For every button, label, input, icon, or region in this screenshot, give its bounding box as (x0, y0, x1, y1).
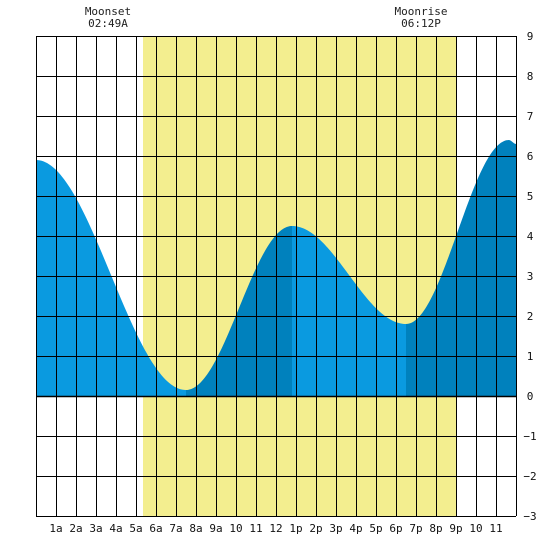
y-axis-ticks: 9 8 7 6 5 4 3 2 1 0 −1 −2 −3 (523, 30, 536, 523)
x-tick-label: 11 (249, 522, 262, 535)
x-tick-label: 10 (469, 522, 482, 535)
x-tick-label: 6a (149, 522, 162, 535)
x-tick-label: 2p (309, 522, 322, 535)
y-tick-label: 9 (527, 30, 534, 43)
x-tick-label: 8a (189, 522, 202, 535)
x-tick-label: 6p (389, 522, 402, 535)
x-tick-label: 7p (409, 522, 422, 535)
x-tick-label: 5a (129, 522, 142, 535)
x-tick-label: 11 (489, 522, 502, 535)
y-tick-label: 8 (527, 70, 534, 83)
y-tick-label: −1 (523, 430, 536, 443)
x-tick-label: 1a (49, 522, 62, 535)
y-tick-label: 3 (527, 270, 534, 283)
x-tick-label: 8p (429, 522, 442, 535)
x-tick-label: 5p (369, 522, 382, 535)
x-tick-label: 2a (69, 522, 82, 535)
y-tick-label: 5 (527, 190, 534, 203)
x-tick-label: 12 (269, 522, 282, 535)
y-tick-label: −2 (523, 470, 536, 483)
moonrise-title: Moonrise (394, 5, 448, 18)
moonset-title: Moonset (84, 5, 132, 18)
x-tick-label: 9a (209, 522, 222, 535)
moonrise-time: 06:12P (401, 17, 441, 30)
tide-area-1 (36, 160, 186, 396)
moonrise-label: Moonrise 06:12P (376, 6, 466, 30)
y-tick-label: 0 (527, 390, 534, 403)
tide-area-3 (292, 226, 406, 396)
x-tick-label: 3p (329, 522, 342, 535)
y-tick-label: 1 (527, 350, 534, 363)
x-tick-label: 3a (89, 522, 102, 535)
moonset-time: 02:49A (88, 17, 128, 30)
y-tick-label: 6 (527, 150, 534, 163)
x-tick-label: 4p (349, 522, 362, 535)
tide-area-2 (186, 226, 292, 396)
x-tick-label: 1p (289, 522, 302, 535)
x-axis-ticks: 1a 2a 3a 4a 5a 6a 7a 8a 9a 10 11 12 1p 2p 3p 4p 5p 6p 7p 8p… (49, 522, 502, 535)
y-tick-label: 2 (527, 310, 534, 323)
grid-lines (36, 36, 517, 517)
y-tick-label: −3 (523, 510, 536, 523)
tide-area-group (36, 140, 516, 396)
tide-area-4 (406, 140, 516, 396)
y-tick-label: 4 (527, 230, 534, 243)
x-tick-label: 7a (169, 522, 182, 535)
x-tick-label: 9p (449, 522, 462, 535)
x-tick-label: 10 (229, 522, 242, 535)
moonset-label: Moonset 02:49A (63, 6, 153, 30)
x-tick-label: 4a (109, 522, 122, 535)
y-tick-label: 7 (527, 110, 534, 123)
